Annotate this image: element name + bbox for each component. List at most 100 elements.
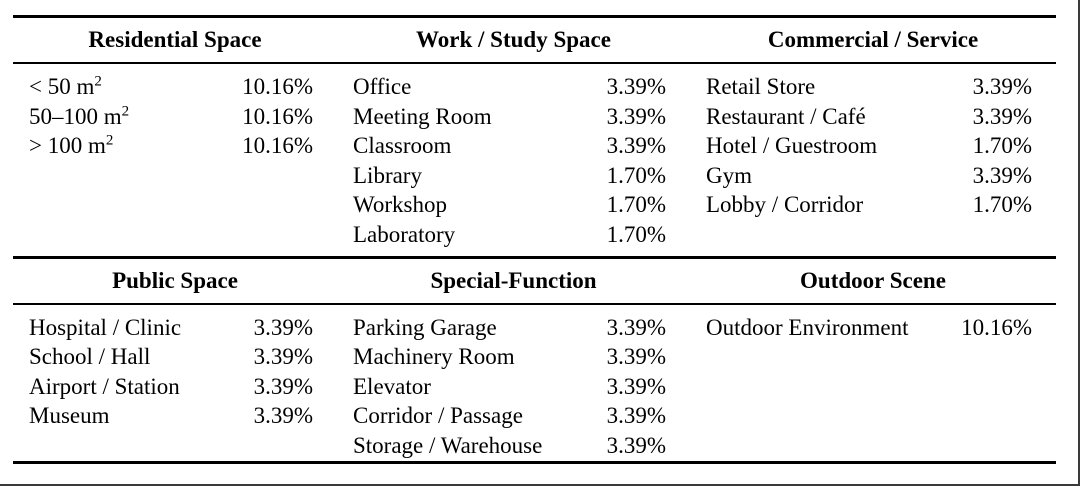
group-header-special-function: Special-Function xyxy=(430,267,597,293)
section-divider-rule xyxy=(13,256,1056,259)
percentage-value: 1.70% xyxy=(972,133,1032,158)
header-divider-rule-bottom xyxy=(13,302,1056,305)
percentage-value: 3.39% xyxy=(253,344,313,369)
category-label: Museum xyxy=(29,403,110,428)
group-rows-commercial-service: Retail Store 3.39% Restaurant / Café 3.39% H… xyxy=(690,64,1056,256)
scene-category-table: Residential Space Work / Study Space Com… xyxy=(13,15,1056,464)
table-top-rule xyxy=(13,15,1056,18)
table-row: Office 3.39% xyxy=(353,72,666,102)
percentage-value: 1.70% xyxy=(606,192,666,217)
category-label: Hospital / Clinic xyxy=(29,314,182,340)
header-row-top: Residential Space Work / Study Space Com… xyxy=(13,18,1056,62)
percentage-value: 10.16% xyxy=(242,74,313,99)
figure-frame-bottom-edge xyxy=(0,484,1080,486)
group-rows-public-space: Hospital / Clinic 3.39% School / Hall 3.39%… xyxy=(13,305,337,461)
category-label: Classroom xyxy=(353,133,452,158)
percentage-value: 3.39% xyxy=(606,74,666,99)
table-row: 50–100 m2 10.16% xyxy=(29,102,313,132)
table-row: Classroom 3.39% xyxy=(353,131,666,161)
table-row: School / Hall 3.39% xyxy=(29,342,313,372)
group-header-work-study-space: Work / Study Space xyxy=(416,27,611,52)
table-row: < 50 m2 10.16% xyxy=(29,72,313,102)
group-header-commercial-service: Commercial / Service xyxy=(767,27,979,52)
percentage-value: 3.39% xyxy=(606,403,666,428)
percentage-value: 3.39% xyxy=(606,373,666,399)
group-rows-outdoor-scene: Outdoor Environment 10.16% xyxy=(690,305,1056,461)
category-label: Meeting Room xyxy=(353,103,492,129)
percentage-value: 3.39% xyxy=(972,162,1032,188)
category-label: Library xyxy=(353,162,422,188)
table-row: Parking Garage 3.39% xyxy=(353,313,666,343)
category-label: Elevator xyxy=(353,373,431,399)
category-label: 50–100 m2 xyxy=(29,102,130,129)
category-label: Office xyxy=(353,74,412,99)
category-label: Lobby / Corridor xyxy=(706,192,864,217)
percentage-value: 10.16% xyxy=(242,133,313,158)
table-row: Hospital / Clinic 3.39% xyxy=(29,313,313,343)
table-row: Elevator 3.39% xyxy=(353,372,666,402)
table-row: Corridor / Passage 3.39% xyxy=(353,401,666,431)
table-row: Lobby / Corridor 1.70% xyxy=(706,190,1032,220)
group-rows-residential-space: < 50 m2 10.16% 50–100 m2 10.16% > 100 m2 10.1… xyxy=(13,64,337,256)
percentage-value: 3.39% xyxy=(972,103,1032,129)
percentage-value: 3.39% xyxy=(606,314,666,340)
table-row: Gym 3.39% xyxy=(706,161,1032,191)
percentage-value: 10.16% xyxy=(961,314,1032,340)
category-label: Laboratory xyxy=(353,221,456,247)
group-header-public-space: Public Space xyxy=(112,267,238,293)
category-label: Workshop xyxy=(353,192,447,217)
category-label: Retail Store xyxy=(706,74,816,99)
percentage-value: 1.70% xyxy=(606,221,666,247)
category-label: > 100 m2 xyxy=(29,132,114,158)
table-row: Retail Store 3.39% xyxy=(706,72,1032,102)
table-row: Laboratory 1.70% xyxy=(353,220,666,250)
group-header-outdoor-scene: Outdoor Scene xyxy=(800,267,946,293)
table-row: Workshop 1.70% xyxy=(353,190,666,220)
table-row: Hotel / Guestroom 1.70% xyxy=(706,131,1032,161)
category-label: School / Hall xyxy=(29,344,151,369)
category-label: < 50 m2 xyxy=(29,73,102,99)
table-row: Library 1.70% xyxy=(353,161,666,191)
table-row: Outdoor Environment 10.16% xyxy=(706,313,1032,343)
percentage-value: 1.70% xyxy=(972,192,1032,217)
percentage-value: 3.39% xyxy=(253,314,313,340)
table-bottom-rule xyxy=(13,460,1056,464)
category-label: Storage / Warehouse xyxy=(353,432,543,458)
body-row-top: < 50 m2 10.16% 50–100 m2 10.16% > 100 m2 10.1… xyxy=(13,64,1056,256)
percentage-value: 3.39% xyxy=(253,373,313,399)
table-row: Museum 3.39% xyxy=(29,401,313,431)
category-label: Corridor / Passage xyxy=(353,403,523,428)
group-rows-special-function: Parking Garage 3.39% Machinery Room 3.39% El… xyxy=(337,305,690,461)
percentage-value: 3.39% xyxy=(606,432,666,458)
table-row: Airport / Station 3.39% xyxy=(29,372,313,402)
category-label: Hotel / Guestroom xyxy=(706,133,878,158)
table-row: > 100 m2 10.16% xyxy=(29,131,313,161)
body-row-bottom: Hospital / Clinic 3.39% School / Hall 3.39%… xyxy=(13,305,1056,461)
figure-frame-right-edge xyxy=(1078,0,1080,486)
group-header-residential-space: Residential Space xyxy=(88,27,262,52)
header-row-bottom: Public Space Special-Function Outdoor Sc… xyxy=(13,259,1056,303)
category-label: Airport / Station xyxy=(29,373,180,399)
superscript: 2 xyxy=(94,73,102,90)
table-row: Storage / Warehouse 3.39% xyxy=(353,431,666,461)
percentage-value: 1.70% xyxy=(606,162,666,188)
percentage-value: 3.39% xyxy=(606,344,666,369)
percentage-value: 3.39% xyxy=(253,403,313,428)
category-label: Machinery Room xyxy=(353,344,515,369)
table-row: Restaurant / Café 3.39% xyxy=(706,102,1032,132)
category-label: Parking Garage xyxy=(353,314,497,340)
category-label: Gym xyxy=(706,162,752,188)
superscript: 2 xyxy=(121,102,130,119)
table-row: Machinery Room 3.39% xyxy=(353,342,666,372)
percentage-value: 3.39% xyxy=(606,103,666,129)
header-divider-rule-top xyxy=(13,62,1056,64)
superscript: 2 xyxy=(105,132,114,149)
percentage-value: 3.39% xyxy=(972,74,1032,99)
group-rows-work-study-space: Office 3.39% Meeting Room 3.39% Classroom 3.3… xyxy=(337,64,690,256)
category-label: Outdoor Environment xyxy=(706,314,909,340)
table-row: Meeting Room 3.39% xyxy=(353,102,666,132)
category-label: Restaurant / Café xyxy=(706,103,866,129)
percentage-value: 3.39% xyxy=(606,133,666,158)
percentage-value: 10.16% xyxy=(242,103,313,129)
